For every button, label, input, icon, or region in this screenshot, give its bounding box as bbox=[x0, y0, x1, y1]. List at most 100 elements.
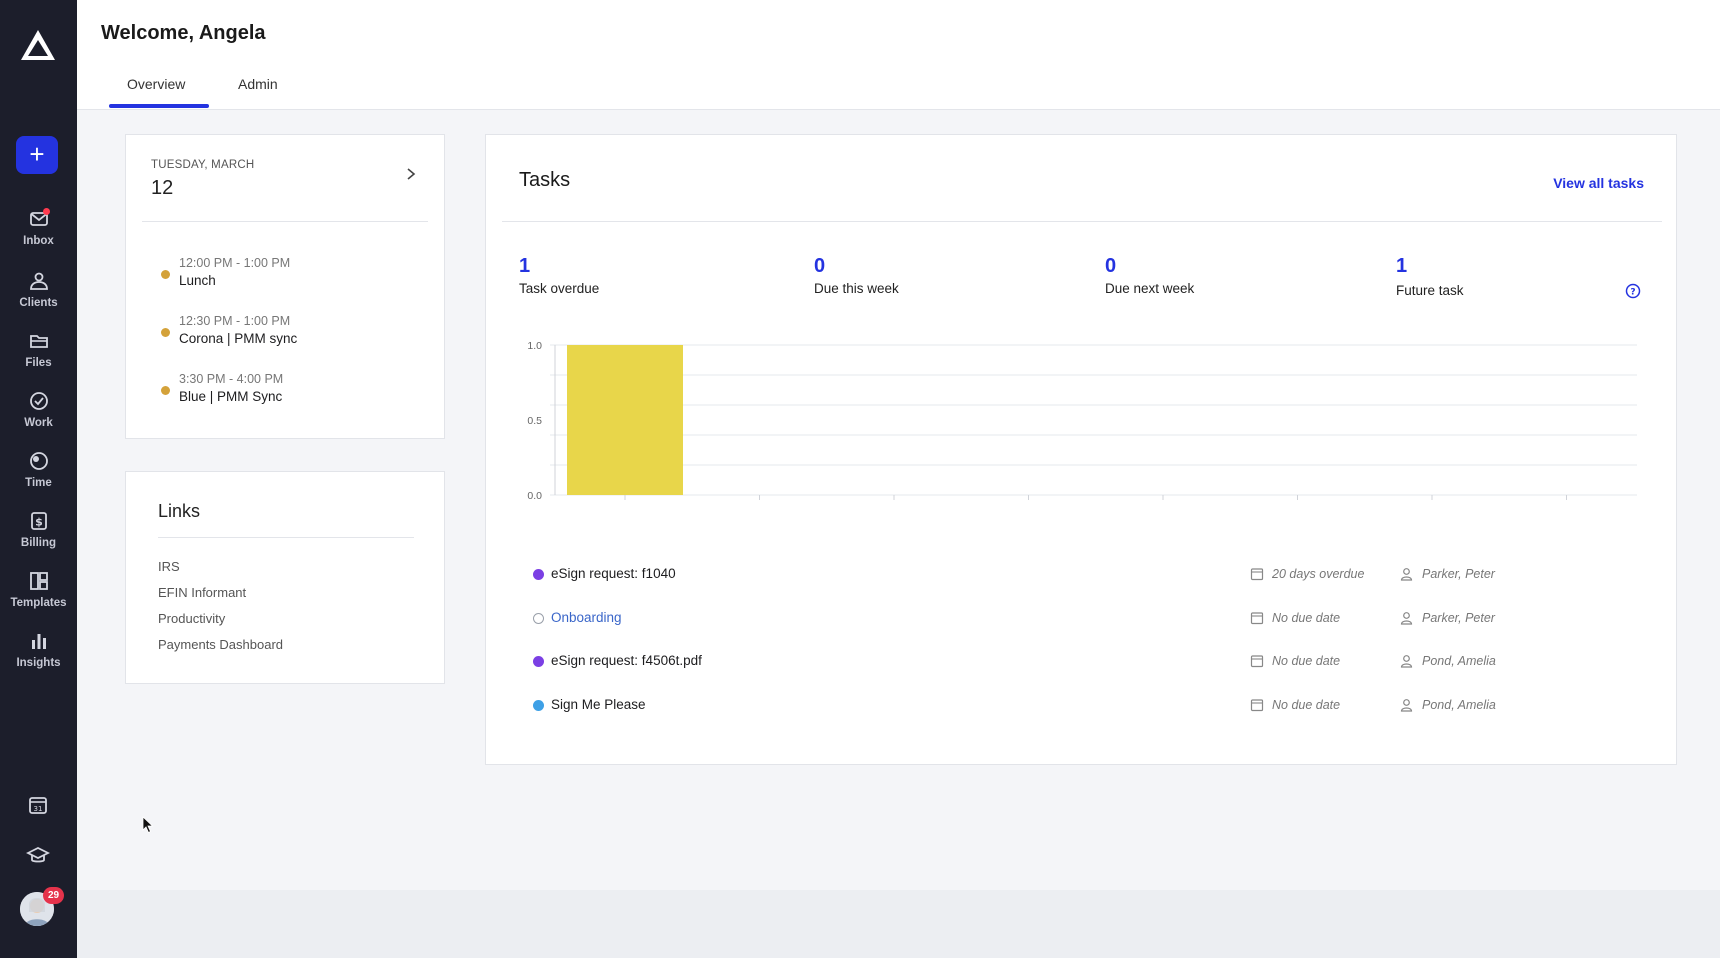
event-title: Lunch bbox=[179, 273, 216, 288]
link-payments-dashboard[interactable]: Payments Dashboard bbox=[158, 637, 284, 652]
task-status-dot bbox=[533, 569, 544, 580]
tasks-bar-chart: 0.00.51.0FEB 18FEB 25LAST WEEKTHIS WEEKN… bbox=[527, 340, 1637, 502]
avatar[interactable] bbox=[20, 892, 54, 926]
task-row[interactable]: Onboarding No due date Parker, Peter bbox=[533, 608, 1653, 630]
calendar-date-label: TUESDAY, MARCH bbox=[151, 159, 255, 171]
logo-icon[interactable] bbox=[19, 28, 57, 62]
event-time: 12:30 PM - 1:00 PM bbox=[179, 314, 291, 328]
graduation-cap-icon[interactable] bbox=[26, 844, 50, 868]
svg-text:$: $ bbox=[35, 516, 43, 529]
dollar-icon: $ bbox=[30, 512, 47, 530]
chevron-right-icon[interactable] bbox=[406, 167, 416, 181]
calendar-icon bbox=[1250, 699, 1264, 712]
svg-text:31: 31 bbox=[34, 805, 43, 813]
event-title: Blue | PMM Sync bbox=[179, 389, 283, 404]
link-efin-informant[interactable]: EFIN Informant bbox=[158, 585, 247, 600]
footer-band bbox=[77, 890, 1720, 958]
stat-value: 1 bbox=[1396, 255, 1408, 277]
sidebar-item-time[interactable]: Time bbox=[0, 450, 77, 506]
person-icon bbox=[1400, 655, 1413, 668]
sidebar-item-clients[interactable]: Clients bbox=[0, 270, 77, 326]
stat-value: 1 bbox=[519, 255, 531, 277]
mail-icon bbox=[29, 212, 48, 226]
stat-task-overdue[interactable]: 1 Task overdue bbox=[519, 255, 599, 296]
help-icon[interactable]: ? bbox=[1625, 283, 1641, 299]
bar-chart-icon bbox=[31, 634, 46, 649]
links-title: Links bbox=[158, 501, 201, 521]
task-due: No due date bbox=[1272, 654, 1341, 668]
stat-label: Task overdue bbox=[519, 281, 600, 296]
clock-icon bbox=[29, 452, 48, 470]
sidebar-item-templates[interactable]: Templates bbox=[0, 570, 77, 626]
check-circle-icon bbox=[29, 392, 48, 410]
person-icon bbox=[1400, 612, 1413, 625]
stat-value: 0 bbox=[1105, 255, 1117, 277]
task-status-dot bbox=[533, 656, 544, 667]
stat-due-next-week[interactable]: 0 Due next week bbox=[1105, 255, 1194, 296]
sidebar-item-label: Insights bbox=[16, 657, 61, 669]
sidebar-item-inbox[interactable]: Inbox bbox=[0, 208, 77, 264]
sidebar-item-insights[interactable]: Insights bbox=[0, 630, 77, 686]
folder-icon bbox=[29, 335, 48, 348]
sidebar-item-label: Clients bbox=[19, 297, 58, 309]
stat-due-this-week[interactable]: 0 Due this week bbox=[814, 255, 899, 296]
stat-label: Due next week bbox=[1105, 281, 1195, 296]
sidebar-item-work[interactable]: Work bbox=[0, 390, 77, 446]
person-icon bbox=[1400, 568, 1413, 581]
calendar-icon bbox=[1250, 655, 1264, 668]
stat-label: Due this week bbox=[814, 281, 899, 296]
sidebar-item-label: Work bbox=[24, 417, 53, 429]
task-name[interactable]: Onboarding bbox=[551, 610, 622, 625]
task-assignee: Parker, Peter bbox=[1422, 567, 1495, 581]
sidebar-item-label: Inbox bbox=[23, 235, 54, 247]
sidebar-item-label: Files bbox=[25, 357, 52, 369]
chart-y-tick-label: 0.5 bbox=[527, 415, 542, 427]
task-assignee: Pond, Amelia bbox=[1422, 698, 1496, 712]
task-row[interactable]: eSign request: f4506t.pdf No due date Po… bbox=[533, 651, 1653, 673]
task-name[interactable]: eSign request: f4506t.pdf bbox=[551, 653, 702, 668]
sidebar-item-billing[interactable]: $ Billing bbox=[0, 510, 77, 566]
user-avatar-icon bbox=[20, 892, 54, 926]
calendar-icon[interactable]: 31 bbox=[26, 793, 50, 817]
divider bbox=[142, 221, 428, 222]
sidebar-item-label: Templates bbox=[10, 597, 67, 609]
active-tab-indicator bbox=[109, 104, 209, 108]
svg-text:?: ? bbox=[1630, 288, 1635, 298]
view-all-tasks-link[interactable]: View all tasks bbox=[1553, 175, 1644, 191]
task-status-dot bbox=[533, 700, 544, 711]
tasks-title: Tasks bbox=[519, 169, 571, 191]
event-time: 3:30 PM - 4:00 PM bbox=[179, 372, 284, 386]
add-button[interactable]: + bbox=[16, 136, 58, 174]
task-name[interactable]: eSign request: f1040 bbox=[551, 566, 676, 581]
calendar-icon bbox=[1250, 568, 1264, 581]
chart-y-tick-label: 1.0 bbox=[527, 340, 542, 352]
tab-overview[interactable]: Overview bbox=[127, 76, 186, 92]
sidebar-item-files[interactable]: Files bbox=[0, 330, 77, 386]
event-dot bbox=[161, 386, 170, 395]
task-name[interactable]: Sign Me Please bbox=[551, 697, 646, 712]
tab-admin[interactable]: Admin bbox=[238, 76, 278, 92]
task-row[interactable]: eSign request: f1040 20 days overdue Par… bbox=[533, 564, 1653, 586]
page-title: Welcome, Angela bbox=[101, 22, 266, 44]
calendar-icon bbox=[1250, 612, 1264, 625]
event-dot bbox=[161, 270, 170, 279]
stat-future-task[interactable]: 1 Future task bbox=[1396, 255, 1464, 298]
event-title: Corona | PMM sync bbox=[179, 331, 298, 346]
divider bbox=[158, 537, 414, 538]
task-assignee: Parker, Peter bbox=[1422, 611, 1495, 625]
event-dot bbox=[161, 328, 170, 337]
templates-icon bbox=[29, 572, 48, 590]
header: Welcome, Angela Overview Admin bbox=[77, 0, 1720, 110]
chart-bar bbox=[567, 345, 683, 495]
link-irs[interactable]: IRS bbox=[158, 559, 180, 574]
sidebar-item-label: Billing bbox=[20, 537, 57, 549]
event-time: 12:00 PM - 1:00 PM bbox=[179, 256, 291, 270]
divider bbox=[502, 221, 1662, 222]
sidebar: + Inbox Clients Files Work Time $ Billin… bbox=[0, 0, 77, 958]
link-productivity[interactable]: Productivity bbox=[158, 611, 226, 626]
tasks-card: Tasks View all tasks 1 Task overdue 0 Du… bbox=[485, 134, 1677, 765]
task-row[interactable]: Sign Me Please No due date Pond, Amelia bbox=[533, 695, 1653, 717]
stat-value: 0 bbox=[814, 255, 826, 277]
mouse-cursor-icon bbox=[142, 816, 154, 834]
task-due: 20 days overdue bbox=[1272, 567, 1365, 581]
